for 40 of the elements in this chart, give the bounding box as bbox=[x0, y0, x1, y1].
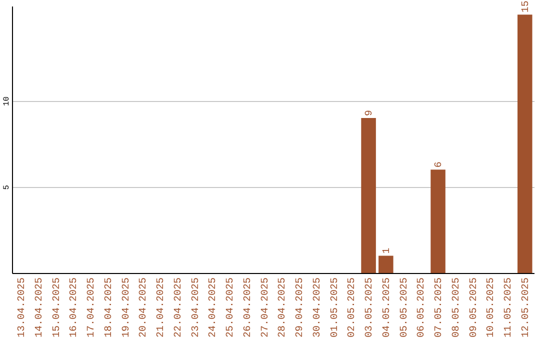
x-tick-label: 06.05.2025 bbox=[416, 278, 428, 338]
x-tick-label: 05.05.2025 bbox=[399, 278, 410, 338]
x-tick-label: 23.04.2025 bbox=[190, 278, 202, 338]
x-tick-label: 20.04.2025 bbox=[138, 278, 150, 338]
bar bbox=[430, 170, 446, 273]
x-tick-label: 10.05.2025 bbox=[486, 278, 498, 338]
x-tick-label: 24.04.2025 bbox=[208, 278, 220, 338]
x-tick-label: 04.05.2025 bbox=[382, 278, 393, 338]
x-tick-label: 08.05.2025 bbox=[451, 278, 462, 338]
x-tick-label: 09.05.2025 bbox=[468, 278, 480, 338]
data-label: 15 bbox=[520, 0, 532, 13]
x-tick-label: 22.04.2025 bbox=[173, 278, 184, 338]
x-tick-label: 03.05.2025 bbox=[364, 278, 376, 338]
x-tick-label: 17.04.2025 bbox=[86, 278, 98, 338]
x-tick-label: 21.04.2025 bbox=[156, 278, 168, 338]
bar bbox=[378, 256, 394, 273]
data-label: 1 bbox=[382, 248, 393, 254]
x-tick-label: 12.05.2025 bbox=[520, 278, 532, 338]
x-tick-label: 16.04.2025 bbox=[69, 278, 80, 338]
x-tick-label: 14.04.2025 bbox=[34, 278, 46, 338]
x-tick-label: 13.04.2025 bbox=[17, 278, 28, 338]
bar bbox=[518, 14, 532, 273]
y-tick-label: 10 bbox=[2, 96, 12, 106]
x-tick-label: 28.04.2025 bbox=[278, 278, 289, 338]
x-tick-label: 02.05.2025 bbox=[347, 278, 358, 338]
bar bbox=[361, 118, 376, 273]
y-tick-label: 5 bbox=[2, 184, 12, 190]
x-tick-label: 27.04.2025 bbox=[260, 278, 272, 338]
data-label: 6 bbox=[434, 162, 446, 168]
x-tick-label: 26.04.2025 bbox=[242, 278, 254, 338]
x-tick-label: 01.05.2025 bbox=[330, 278, 341, 338]
x-tick-label: 18.04.2025 bbox=[104, 278, 115, 338]
x-tick-label: 07.05.2025 bbox=[434, 278, 446, 338]
x-tick-label: 29.04.2025 bbox=[295, 278, 306, 338]
x-tick-label: 11.05.2025 bbox=[504, 278, 515, 338]
x-tick-label: 19.04.2025 bbox=[121, 278, 132, 338]
x-tick-label: 25.04.2025 bbox=[226, 278, 237, 338]
data-label: 9 bbox=[364, 110, 376, 116]
x-tick-label: 15.04.2025 bbox=[52, 278, 63, 338]
x-tick-label: 30.04.2025 bbox=[312, 278, 324, 338]
